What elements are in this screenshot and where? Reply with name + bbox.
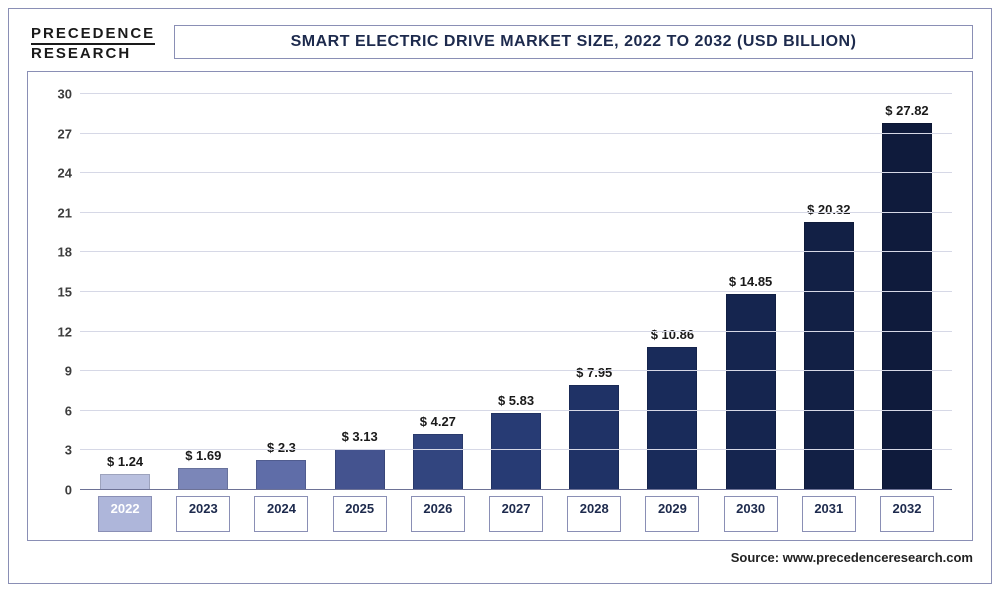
bar-slot: $ 5.83 bbox=[477, 94, 555, 490]
x-axis-line bbox=[80, 489, 952, 490]
x-label-slot: 2028 bbox=[555, 496, 633, 532]
logo-line-1: PRECEDENCE bbox=[31, 27, 155, 45]
x-axis-category-label: 2029 bbox=[645, 496, 699, 532]
x-label-slot: 2025 bbox=[321, 496, 399, 532]
plot-area: $ 1.24 $ 1.69 $ 2.3 $ 3.13 $ 4.27 $ 5.83 $ 7.9… bbox=[80, 94, 952, 490]
x-axis-category-label: 2032 bbox=[880, 496, 934, 532]
x-axis-category-label: 2030 bbox=[724, 496, 778, 532]
bar-value-label: $ 10.86 bbox=[651, 327, 694, 342]
y-tick-label: 12 bbox=[58, 324, 80, 339]
bar-slot: $ 10.86 bbox=[633, 94, 711, 490]
y-tick-label: 3 bbox=[65, 443, 80, 458]
bar-slot: $ 1.69 bbox=[164, 94, 242, 490]
bar-value-label: $ 2.3 bbox=[267, 440, 296, 455]
bar-slot: $ 7.95 bbox=[555, 94, 633, 490]
bar bbox=[413, 434, 463, 490]
y-tick-label: 0 bbox=[65, 483, 80, 498]
bar-value-label: $ 3.13 bbox=[342, 429, 378, 444]
brand-logo: PRECEDENCE RESEARCH bbox=[31, 27, 155, 61]
source-text: Source: www.precedenceresearch.com bbox=[731, 550, 973, 565]
grid-line bbox=[80, 133, 952, 134]
bar bbox=[335, 449, 385, 490]
source-attribution: Source: www.precedenceresearch.com bbox=[731, 550, 973, 565]
y-tick-label: 18 bbox=[58, 245, 80, 260]
grid-line bbox=[80, 251, 952, 252]
bar-slot: $ 3.13 bbox=[321, 94, 399, 490]
bar bbox=[726, 294, 776, 490]
bars-row: $ 1.24 $ 1.69 $ 2.3 $ 3.13 $ 4.27 $ 5.83 $ 7.9… bbox=[80, 94, 952, 490]
bar-slot: $ 2.3 bbox=[242, 94, 320, 490]
grid-line bbox=[80, 291, 952, 292]
bar-slot: $ 4.27 bbox=[399, 94, 477, 490]
x-label-slot: 2024 bbox=[242, 496, 320, 532]
x-axis-category-label: 2031 bbox=[802, 496, 856, 532]
y-tick-label: 9 bbox=[65, 364, 80, 379]
x-axis-category-label: 2022 bbox=[98, 496, 152, 532]
grid-line bbox=[80, 410, 952, 411]
bar bbox=[100, 474, 150, 490]
bar-value-label: $ 14.85 bbox=[729, 274, 772, 289]
x-axis-category-label: 2027 bbox=[489, 496, 543, 532]
x-axis-category-label: 2026 bbox=[411, 496, 465, 532]
chart-title-text: SMART ELECTRIC DRIVE MARKET SIZE, 2022 T… bbox=[291, 33, 857, 50]
y-tick-label: 24 bbox=[58, 166, 80, 181]
bar-value-label: $ 1.24 bbox=[107, 454, 143, 469]
bar-slot: $ 14.85 bbox=[712, 94, 790, 490]
bar-value-label: $ 7.95 bbox=[576, 365, 612, 380]
x-label-slot: 2030 bbox=[712, 496, 790, 532]
x-axis-category-label: 2028 bbox=[567, 496, 621, 532]
chart-frame: $ 1.24 $ 1.69 $ 2.3 $ 3.13 $ 4.27 $ 5.83 $ 7.9… bbox=[27, 71, 973, 541]
x-label-slot: 2031 bbox=[790, 496, 868, 532]
x-axis-labels: 2022 2023 2024 2025 2026 2027 2028 2029 2030 2031… bbox=[80, 496, 952, 532]
outer-frame: PRECEDENCE RESEARCH SMART ELECTRIC DRIVE… bbox=[8, 8, 992, 584]
x-label-slot: 2026 bbox=[399, 496, 477, 532]
x-label-slot: 2032 bbox=[868, 496, 946, 532]
grid-line bbox=[80, 449, 952, 450]
bar-value-label: $ 5.83 bbox=[498, 393, 534, 408]
bar bbox=[569, 385, 619, 490]
bar bbox=[491, 413, 541, 490]
x-label-slot: 2027 bbox=[477, 496, 555, 532]
bar bbox=[178, 468, 228, 490]
grid-line bbox=[80, 212, 952, 213]
bar bbox=[647, 347, 697, 490]
y-tick-label: 21 bbox=[58, 205, 80, 220]
y-tick-label: 15 bbox=[58, 285, 80, 300]
bar-value-label: $ 27.82 bbox=[885, 103, 928, 118]
x-label-slot: 2023 bbox=[164, 496, 242, 532]
y-tick-label: 30 bbox=[58, 87, 80, 102]
grid-line bbox=[80, 331, 952, 332]
chart-title: SMART ELECTRIC DRIVE MARKET SIZE, 2022 T… bbox=[174, 25, 973, 59]
bar-value-label: $ 4.27 bbox=[420, 414, 456, 429]
bar bbox=[256, 460, 306, 490]
x-axis-category-label: 2024 bbox=[254, 496, 308, 532]
x-label-slot: 2022 bbox=[86, 496, 164, 532]
x-axis-category-label: 2025 bbox=[333, 496, 387, 532]
bar-slot: $ 1.24 bbox=[86, 94, 164, 490]
bar-value-label: $ 20.32 bbox=[807, 202, 850, 217]
bar bbox=[882, 123, 932, 490]
x-label-slot: 2029 bbox=[633, 496, 711, 532]
grid-line bbox=[80, 93, 952, 94]
bar-slot: $ 20.32 bbox=[790, 94, 868, 490]
grid-line bbox=[80, 370, 952, 371]
y-tick-label: 27 bbox=[58, 126, 80, 141]
bar-slot: $ 27.82 bbox=[868, 94, 946, 490]
logo-line-2: RESEARCH bbox=[31, 45, 131, 61]
y-tick-label: 6 bbox=[65, 403, 80, 418]
x-axis-category-label: 2023 bbox=[176, 496, 230, 532]
grid-line bbox=[80, 172, 952, 173]
